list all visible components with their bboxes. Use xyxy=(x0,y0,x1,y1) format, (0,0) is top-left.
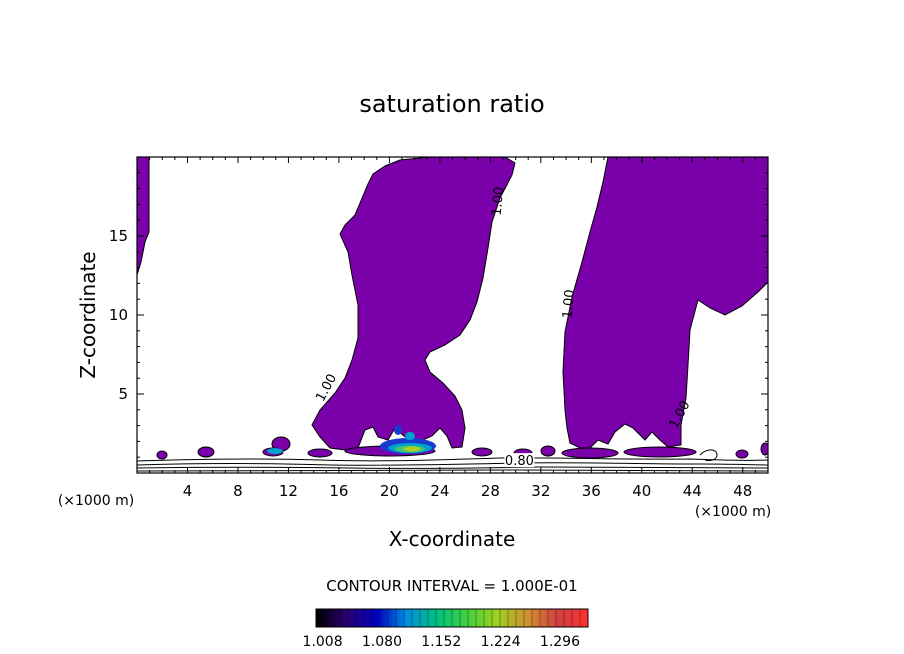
plot-area: 1.001.001.001.000.80 xyxy=(137,157,768,472)
contour-label: 1.00 xyxy=(490,186,507,216)
colorbar: 1.008 1.080 1.152 1.224 1.296 xyxy=(303,608,589,650)
x-axis-label: X-coordinate xyxy=(389,527,516,551)
surface-patch xyxy=(760,442,768,456)
x-tick-label: 4 xyxy=(183,482,193,500)
y-axis-label: Z-coordinate xyxy=(76,251,100,378)
colorbar-tick-label: 1.224 xyxy=(481,634,521,650)
colorbar-segments xyxy=(323,609,581,627)
x-tick-label: 24 xyxy=(430,482,449,500)
core-layer xyxy=(394,425,402,435)
supersaturated-region-central xyxy=(311,157,516,451)
x-tick-label: 40 xyxy=(632,482,651,500)
x-tick-label: 12 xyxy=(279,482,298,500)
surface-patch xyxy=(623,446,697,458)
surface-patch xyxy=(540,445,556,457)
x-tick-label: 28 xyxy=(481,482,500,500)
supersaturated-region-left-edge xyxy=(137,157,150,276)
contour-label-text: 0.80 xyxy=(505,454,534,469)
colorbar-tick-label: 1.296 xyxy=(540,634,580,650)
x-tick-label: 32 xyxy=(531,482,550,500)
chart-title: saturation ratio xyxy=(359,90,544,118)
x-tick-label: 20 xyxy=(380,482,399,500)
colorbar-tick-label: 1.152 xyxy=(421,634,461,650)
x-tick-label: 8 xyxy=(233,482,243,500)
contour-label-text: 1.00 xyxy=(560,289,577,319)
x-tick-label: 36 xyxy=(582,482,601,500)
x-unit-label-left: (×1000 m) xyxy=(58,493,134,509)
surface-patch xyxy=(735,449,749,459)
y-tick-label: 15 xyxy=(109,227,128,245)
core-layer xyxy=(405,432,415,440)
contour-interval-note: CONTOUR INTERVAL = 1.000E-01 xyxy=(326,577,577,595)
surface-patch xyxy=(307,448,333,458)
contour-label: 0.80 xyxy=(504,453,535,469)
x-unit-label-right: (×1000 m) xyxy=(695,504,771,520)
saturation-core xyxy=(267,425,436,454)
x-tick-label: 16 xyxy=(329,482,348,500)
y-tick-label: 10 xyxy=(109,306,128,324)
colorbar-tick-label: 1.008 xyxy=(303,634,343,650)
y-ticks: 5 10 15 xyxy=(109,172,768,458)
colorbar-labels: 1.008 1.080 1.152 1.224 1.296 xyxy=(303,634,581,650)
contour-label-bg xyxy=(504,453,535,468)
surface-patch xyxy=(471,447,493,457)
core-layer xyxy=(267,448,283,454)
y-tick-label: 5 xyxy=(118,385,128,403)
supersaturated-region-right xyxy=(562,157,768,449)
surface-patch xyxy=(156,450,168,460)
x-ticks: 4 8 12 16 20 24 28 32 36 40 44 48 xyxy=(149,157,756,500)
contour-label-text: 1.00 xyxy=(490,186,507,216)
surface-patch xyxy=(561,447,619,459)
core-layer xyxy=(404,446,420,452)
surface-patch xyxy=(197,446,215,458)
colorbar-tick-label: 1.080 xyxy=(362,634,402,650)
surface-contour-lines xyxy=(137,449,768,472)
x-tick-label: 44 xyxy=(683,482,702,500)
x-tick-label: 48 xyxy=(733,482,752,500)
contour-label: 1.00 xyxy=(560,289,577,319)
